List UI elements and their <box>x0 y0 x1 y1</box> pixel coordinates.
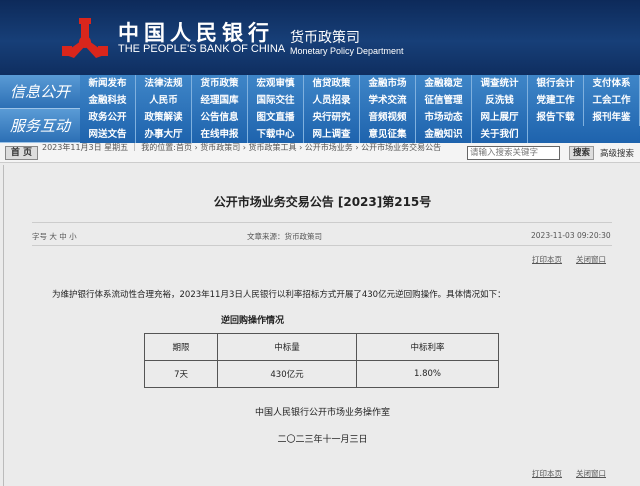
nav-item[interactable]: 政务公开 <box>80 109 136 126</box>
nav-item[interactable]: 人民币 <box>136 92 192 109</box>
breadcrumb: 2023年11月3日 星期五 ｜ 我的位置:首页 › 货币政策司 › 货币政策工… <box>42 143 442 152</box>
print-link-bottom[interactable]: 打印本页 <box>532 469 562 478</box>
nav-item[interactable]: 党建工作 <box>528 92 584 109</box>
nav-group-service: 服务互动 政务公开 政策解读 公告信息 图文直播 央行研究 音频视频 市场动态 网上展厅 报告下… <box>0 109 640 143</box>
nav-item[interactable]: 关于我们 <box>472 126 528 143</box>
pboc-logo <box>62 18 108 58</box>
nav-item[interactable]: 征信管理 <box>416 92 472 109</box>
site-header: 中国人民银行 THE PEOPLE'S BANK OF CHINA 货币政策司 … <box>0 0 640 75</box>
nav-item[interactable]: 网上调查 <box>304 126 360 143</box>
nav-item[interactable]: 在线申报 <box>192 126 248 143</box>
search-button[interactable]: 搜索 <box>569 146 594 160</box>
bank-name-cn: 中国人民银行 <box>118 20 274 45</box>
home-button[interactable]: 首 页 <box>5 146 38 160</box>
nav-item[interactable]: 工会工作 <box>584 92 640 109</box>
nav-item[interactable]: 图文直播 <box>248 109 304 126</box>
nav-group-label[interactable]: 信息公开 <box>0 75 80 109</box>
divider <box>32 222 612 223</box>
advanced-search-link[interactable]: 高级搜索 <box>600 149 635 159</box>
nav-item[interactable]: 银行会计 <box>528 75 584 92</box>
nav-item[interactable]: 意见征集 <box>360 126 416 143</box>
cell-amount: 430亿元 <box>217 360 357 388</box>
header-cell: 中标量 <box>217 333 357 361</box>
header-cell: 中标利率 <box>355 333 500 361</box>
article: 公开市场业务交易公告 [2023]第215号 字号 大 中 小 文章来源：货币政… <box>3 165 640 486</box>
nav-item[interactable]: 法律法规 <box>136 75 192 92</box>
nav-item[interactable]: 经理国库 <box>192 92 248 109</box>
nav-item[interactable]: 下载中心 <box>248 126 304 143</box>
nav-item[interactable]: 办事大厅 <box>136 126 192 143</box>
nav-item[interactable]: 市场动态 <box>416 109 472 126</box>
bank-name-en: THE PEOPLE'S BANK OF CHINA <box>118 43 286 55</box>
close-window-link-bottom[interactable]: 关闭窗口 <box>576 469 606 478</box>
signature: 中国人民银行公开市场业务操作室 <box>254 408 390 418</box>
nav-group-info: 信息公开 新闻发布 法律法规 货币政策 宏观审慎 信贷政策 金融市场 金融稳定 调查统计 银行会… <box>0 75 640 109</box>
font-size-control[interactable]: 字号 大 中 小 <box>32 232 77 241</box>
nav-item[interactable]: 货币政策 <box>192 75 248 92</box>
dept-name-en: Monetary Policy Department <box>290 46 404 56</box>
dept-name-cn: 货币政策司 <box>290 30 360 46</box>
nav-item[interactable]: 金融科技 <box>80 92 136 109</box>
nav-item[interactable]: 报告下载 <box>528 109 584 126</box>
nav-item[interactable]: 调查统计 <box>472 75 528 92</box>
main-nav: 信息公开 新闻发布 法律法规 货币政策 宏观审慎 信贷政策 金融市场 金融稳定 调查统计 银行会… <box>0 75 640 143</box>
search-input[interactable] <box>467 146 560 160</box>
breadcrumb-bar: 首 页 2023年11月3日 星期五 ｜ 我的位置:首页 › 货币政策司 › 货… <box>0 143 640 163</box>
table-caption: 逆回购操作情况 <box>220 316 284 326</box>
nav-item[interactable]: 金融市场 <box>360 75 416 92</box>
close-window-link[interactable]: 关闭窗口 <box>576 255 606 264</box>
article-body: 为维护银行体系流动性合理充裕，2023年11月3日人民银行以利率招标方式开展了4… <box>52 290 506 300</box>
nav-item[interactable]: 新闻发布 <box>80 75 136 92</box>
table-row: 7天 430亿元 1.80% <box>143 360 500 388</box>
nav-item[interactable]: 音频视频 <box>360 109 416 126</box>
nav-item[interactable]: 支付体系 <box>584 75 640 92</box>
nav-group-label[interactable]: 服务互动 <box>0 109 80 143</box>
print-link[interactable]: 打印本页 <box>532 255 562 264</box>
nav-item[interactable]: 反洗钱 <box>472 92 528 109</box>
article-datetime: 2023-11-03 09:20:30 <box>531 231 611 240</box>
article-source: 文章来源：货币政策司 <box>247 232 322 241</box>
cell-rate: 1.80% <box>355 360 500 388</box>
article-title: 公开市场业务交易公告 [2023]第215号 <box>213 195 432 209</box>
nav-item[interactable]: 学术交流 <box>360 92 416 109</box>
nav-item[interactable]: 网上展厅 <box>472 109 528 126</box>
nav-item[interactable]: 宏观审慎 <box>248 75 304 92</box>
nav-item[interactable]: 报刊年鉴 <box>584 109 640 126</box>
nav-item[interactable]: 人员招录 <box>304 92 360 109</box>
nav-item[interactable]: 网送文告 <box>80 126 136 143</box>
nav-item[interactable]: 央行研究 <box>304 109 360 126</box>
nav-item[interactable]: 国际交往 <box>248 92 304 109</box>
nav-item[interactable]: 公告信息 <box>192 109 248 126</box>
nav-item[interactable]: 金融稳定 <box>416 75 472 92</box>
signature-date: 二〇二三年十一月三日 <box>277 435 368 445</box>
nav-item[interactable]: 金融知识 <box>416 126 472 143</box>
header-cell: 期限 <box>143 333 219 361</box>
cell-term: 7天 <box>143 360 219 388</box>
repo-table: 期限 中标量 中标利率 7天 430亿元 1.80% <box>143 333 500 388</box>
table-header-row: 期限 中标量 中标利率 <box>143 333 500 361</box>
nav-item[interactable]: 政策解读 <box>136 109 192 126</box>
nav-item[interactable]: 信贷政策 <box>304 75 360 92</box>
divider <box>32 245 612 246</box>
